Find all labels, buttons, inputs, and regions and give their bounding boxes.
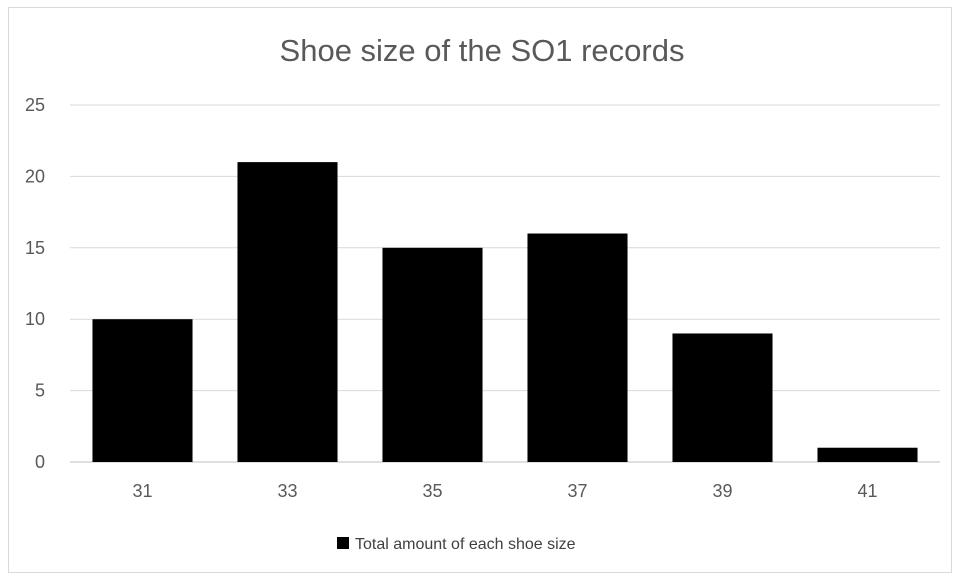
chart-title: Shoe size of the SO1 records xyxy=(280,33,685,68)
x-tick-label: 41 xyxy=(857,481,877,501)
x-tick-label: 35 xyxy=(422,481,442,501)
gridlines xyxy=(70,104,940,463)
y-axis-tick-labels: 0 5 10 15 20 25 xyxy=(25,95,45,472)
legend-swatch xyxy=(337,537,349,549)
x-tick-label: 39 xyxy=(712,481,732,501)
bar-41 xyxy=(817,447,918,462)
y-tick-label: 20 xyxy=(25,166,45,186)
bar-31 xyxy=(92,319,193,462)
legend: Total amount of each shoe size xyxy=(337,536,576,553)
x-axis-tick-labels: 31 33 35 37 39 41 xyxy=(132,481,877,501)
y-tick-label: 5 xyxy=(35,381,45,401)
bar-39 xyxy=(672,333,773,462)
bar-37 xyxy=(527,233,628,462)
bars xyxy=(92,162,918,462)
x-tick-label: 37 xyxy=(567,481,587,501)
y-tick-label: 15 xyxy=(25,238,45,258)
y-tick-label: 10 xyxy=(25,309,45,329)
legend-label: Total amount of each shoe size xyxy=(355,536,576,553)
x-tick-label: 33 xyxy=(277,481,297,501)
y-tick-label: 0 xyxy=(35,452,45,472)
x-tick-label: 31 xyxy=(132,481,152,501)
bar-35 xyxy=(382,247,483,462)
bar-33 xyxy=(237,162,338,462)
y-tick-label: 25 xyxy=(25,95,45,115)
